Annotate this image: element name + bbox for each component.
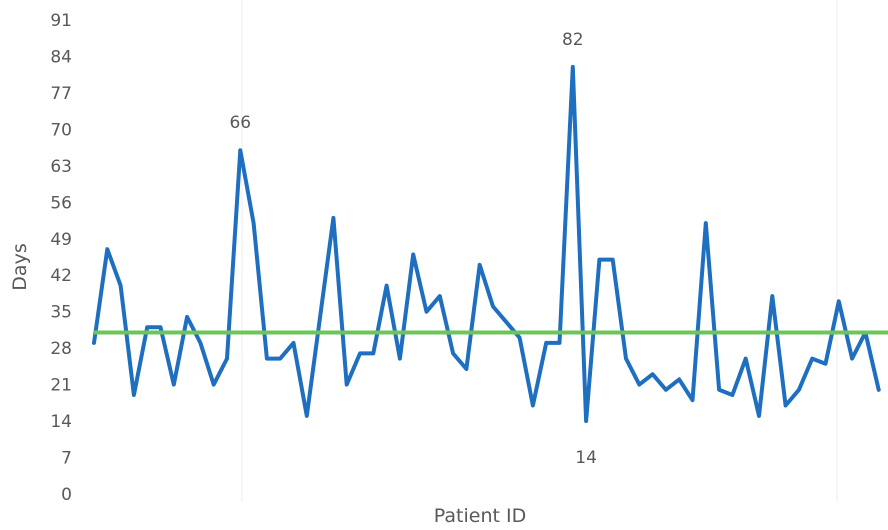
series-line-days [92,64,881,424]
y-tick-label-10: 70 [50,120,72,140]
y-tick-label-6: 42 [50,266,72,286]
y-axis-title: Days [9,243,31,290]
x-axis-title: Patient ID [434,505,526,527]
data-label-1: 82 [562,30,584,50]
y-tick-label-0: 0 [61,485,72,505]
y-tick-label-11: 77 [50,84,72,104]
y-tick-label-8: 56 [50,193,72,213]
data-label-0: 66 [229,113,251,133]
y-tick-label-9: 63 [50,157,72,177]
y-tick-label-4: 28 [50,339,72,359]
y-tick-label-1: 7 [61,449,72,469]
data-label-2: 14 [575,448,597,468]
y-axis-tick-labels: 0 7 14 21 28 35 42 49 56 63 70 77 84 91 [50,11,72,505]
series-lines [92,64,888,424]
y-tick-label-3: 21 [50,376,72,396]
y-tick-label-7: 49 [50,230,72,250]
y-tick-label-5: 35 [50,303,72,323]
y-tick-label-13: 91 [50,11,72,31]
vertical-gridlines [241,0,838,502]
y-tick-label-2: 14 [50,412,72,432]
y-tick-label-12: 84 [50,47,72,67]
data-labels: 66 82 14 [229,30,596,468]
